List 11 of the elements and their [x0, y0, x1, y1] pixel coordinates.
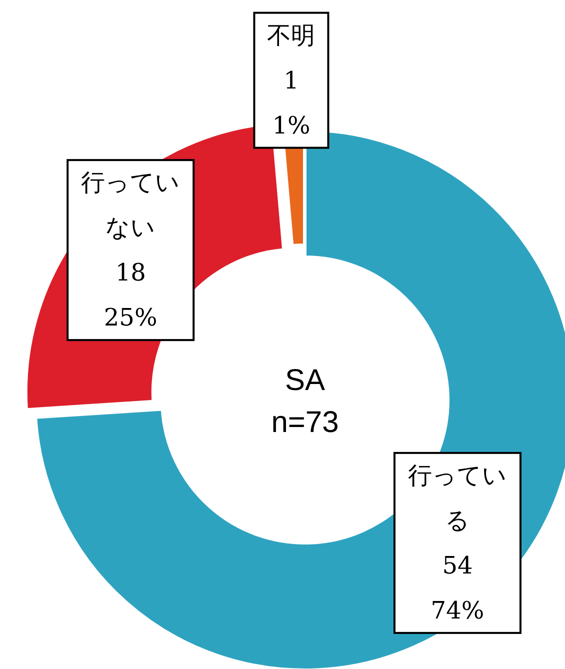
slice-label: 行っている — [408, 461, 507, 534]
text: SA — [284, 364, 326, 397]
data-label: 54 — [442, 551, 473, 580]
text: n=73 — [271, 406, 339, 439]
data-label: 1 — [284, 66, 299, 94]
data-label: 18 — [115, 258, 146, 287]
text: 74% — [430, 596, 484, 624]
text: 25% — [104, 304, 158, 332]
text: 1% — [272, 111, 310, 140]
slice-label: 不明 — [267, 21, 316, 50]
slice-label: 行っていない — [81, 168, 180, 242]
